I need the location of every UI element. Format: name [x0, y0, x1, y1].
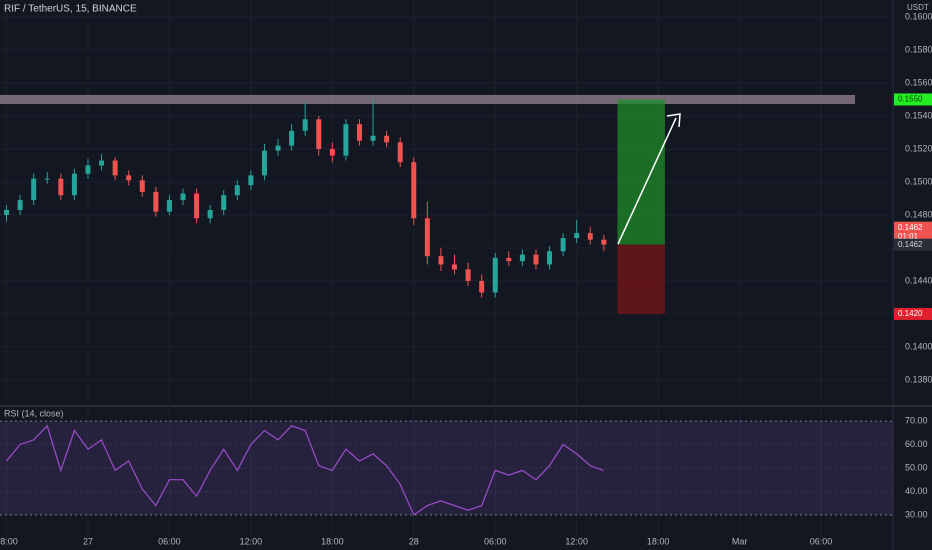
candle-body	[17, 200, 23, 211]
countdown-label: 01:01	[898, 232, 919, 241]
candle-body	[601, 239, 607, 245]
chart-title: RIF / TetherUS, 15, BINANCE	[4, 4, 137, 15]
x-tick-label: 12:00	[240, 536, 263, 546]
candle-body	[58, 178, 64, 196]
overlay	[617, 113, 681, 245]
y-tick-label: 0.1580	[905, 44, 932, 54]
candle-body	[329, 148, 335, 156]
y-tick-label: 0.1380	[905, 374, 932, 384]
x-tick-label: Mar	[732, 536, 748, 546]
candle-body	[234, 185, 240, 196]
rsi-title: RSI (14, close)	[4, 408, 64, 418]
currency-label: USDT	[907, 3, 929, 12]
candle-body	[275, 145, 281, 151]
candle-body	[316, 119, 322, 149]
target-zone	[617, 99, 665, 245]
last-price-label: 0.1462	[898, 223, 923, 232]
rsi-line	[6, 424, 604, 516]
y-tick-label: 0.1560	[905, 77, 932, 87]
candle-body	[356, 124, 362, 141]
candle-body	[44, 178, 50, 180]
price-label-box	[894, 93, 932, 106]
candle-body	[139, 180, 145, 192]
x-tick-label: 18:00	[321, 536, 344, 546]
candle-body	[411, 162, 417, 219]
arrow-head	[666, 113, 681, 128]
last-price-box	[894, 221, 932, 243]
candle-body	[492, 257, 498, 293]
price-label: 0.1550	[898, 95, 923, 104]
x-tick-label: 28	[409, 536, 419, 546]
candle-body	[71, 173, 77, 196]
y-tick-label: 0.1520	[905, 143, 932, 153]
rsi-tick-label: 40.00	[905, 486, 928, 496]
candle-body	[547, 251, 553, 265]
candle-body	[506, 257, 512, 262]
stop-zone	[617, 244, 665, 314]
y-tick-label: 0.1500	[905, 176, 932, 186]
candle-body	[31, 178, 37, 201]
candle-body	[85, 165, 91, 174]
price-label-box	[894, 238, 932, 251]
candle-body	[424, 218, 430, 257]
x-tick-label: 06:00	[484, 536, 507, 546]
y-tick-label: 0.1440	[905, 275, 932, 285]
price-label-box	[894, 307, 932, 320]
candle-body	[126, 175, 132, 181]
candle-body	[587, 233, 593, 240]
candle-body	[112, 160, 118, 176]
candle-body	[560, 238, 566, 252]
x-tick-label: 18:00	[647, 536, 670, 546]
candle-body	[180, 193, 186, 201]
rsi-band	[0, 421, 893, 515]
plot	[0, 94, 893, 516]
candle-body	[343, 124, 349, 156]
candle-body	[438, 256, 444, 265]
candle-body	[153, 191, 159, 212]
candle-body	[207, 210, 213, 219]
y-tick-label: 0.1600	[905, 11, 932, 21]
x-tick-label: 27	[83, 536, 93, 546]
candle-body	[302, 119, 308, 131]
candle-body	[4, 210, 10, 215]
arrow	[617, 117, 677, 245]
rsi-tick-label: 30.00	[905, 509, 928, 519]
candle-body	[261, 150, 267, 176]
x-tick-label: 06:00	[158, 536, 181, 546]
rsi-tick-label: 50.00	[905, 462, 928, 472]
candle-body	[289, 130, 295, 146]
price-label: 0.1462	[898, 240, 923, 249]
y-tick-label: 0.1480	[905, 209, 932, 219]
grid	[0, 0, 893, 537]
rsi-tick-label: 60.00	[905, 439, 928, 449]
rsi-tick-label: 70.00	[905, 415, 928, 425]
price-label: 0.1420	[898, 309, 923, 318]
candle-body	[452, 264, 458, 270]
candle-body	[533, 254, 539, 265]
y-tick-label: 0.1400	[905, 341, 932, 351]
candle-body	[384, 135, 390, 143]
candle-body	[370, 135, 376, 141]
x-tick-label: 06:00	[810, 536, 833, 546]
candle-body	[99, 160, 105, 166]
candle-body	[519, 254, 525, 262]
candle-body	[397, 142, 403, 163]
candle-body	[465, 269, 471, 281]
candle-body	[574, 233, 580, 239]
candle-body	[479, 280, 485, 293]
candle-body	[166, 200, 172, 212]
candle-body	[248, 175, 254, 186]
candle-body	[221, 195, 227, 211]
candle-body	[194, 193, 200, 219]
x-tick-label: 18:00	[0, 536, 18, 546]
resistance-zone	[0, 94, 855, 104]
y-tick-label: 0.1540	[905, 110, 932, 120]
x-tick-label: 12:00	[565, 536, 588, 546]
